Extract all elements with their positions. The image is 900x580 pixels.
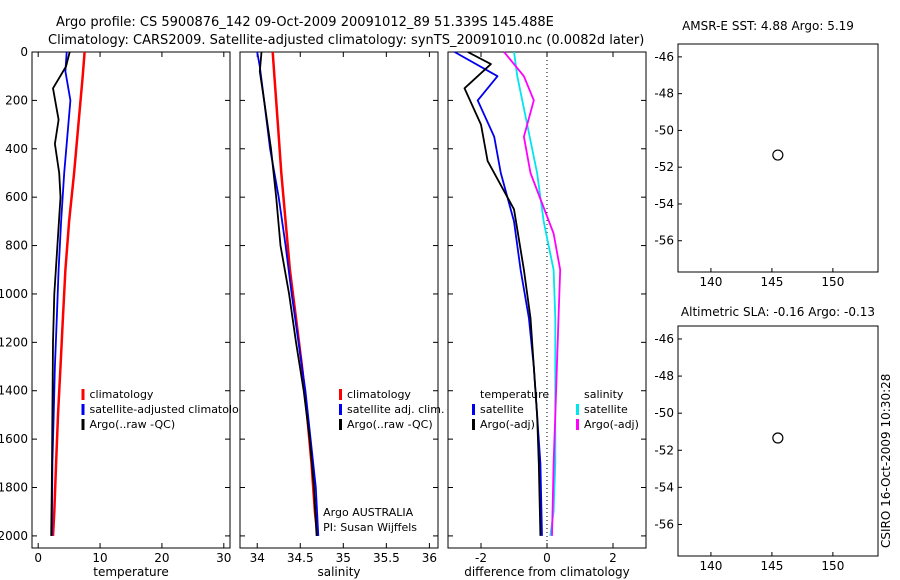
y-tick-label: 0 [20,45,28,59]
y-tick-label: 600 [5,190,28,204]
map-y-tick-label: -54 [654,480,674,494]
legend-group-title: temperature [480,388,549,401]
map-y-tick-label: -52 [654,443,674,457]
x-axis-label: difference from climatology [464,565,630,579]
map-x-tick-label: 140 [699,559,722,573]
x-tick-label: 35.5 [373,551,400,565]
legend-label: Argo(..raw -QC) [90,418,176,431]
y-tick-label: 1600 [0,432,28,446]
legend-label: climatology [90,388,154,401]
sst-map-frame [677,43,879,273]
legend-label: Argo(..raw -QC) [347,418,433,431]
legend-label: satellite-adjusted climatology [90,403,253,416]
x-tick-label: 35 [336,551,351,565]
y-tick-label: 1000 [0,287,28,301]
profile-panels: 0 10 20 30temperature0200400600800100012001… [0,45,647,579]
profile-panel-1: 0 10 20 30 temperature 0 200 400 600 800 1000 1200 1… [0,45,253,579]
sla-map-title: Altimetric SLA: -0.16 Argo: -0.13 [681,305,875,319]
series-line [258,51,318,536]
x-tick-label: 20 [154,551,169,565]
sst-map-title: AMSR-E SST: 4.88 Argo: 5.19 [682,19,854,33]
y-tick-label: 400 [5,142,28,156]
legend-swatch [576,419,579,430]
y-tick-label: 1400 [0,384,28,398]
x-tick-label: 36 [422,551,437,565]
series-line [51,51,86,536]
map-y-tick-label: -48 [654,87,674,101]
map-x-tick-label: 145 [760,559,783,573]
legend-swatch [339,389,342,400]
sst-map-panel: AMSR-E SST: 4.88 Argo: 5.19 140 145 150 -46… [654,19,879,289]
legend-swatch [339,419,342,430]
legend-swatch [81,419,85,430]
footer-credit: CSIRO 16-Oct-2009 10:30:28 [879,374,893,548]
legend-group-title: salinity [584,388,624,401]
legend-label: satellite [584,403,628,416]
series-line [503,51,562,536]
map-x-tick-label: 150 [821,275,844,289]
sla-map-axes: 140 145 150 -46 -48 -50 -52 -54 -56 [654,332,844,573]
sla-map-frame [677,325,879,557]
legend-label: satellite [480,403,524,416]
map-y-tick-label: -50 [654,123,674,137]
header-line-1: Argo profile: CS 5900876_142 09-Oct-2009… [56,15,554,30]
x-tick-label: 0 [34,551,42,565]
map-x-tick-label: 140 [699,275,722,289]
series-line [50,51,71,536]
map-y-tick-label: -54 [654,197,674,211]
map-y-tick-label: -46 [654,50,674,64]
x-tick-label: 10 [92,551,107,565]
annotation-text: PI: Susan Wijffels [323,521,417,534]
plot-frame [239,51,439,549]
map-y-tick-label: -50 [654,406,674,420]
map-y-tick-label: -48 [654,369,674,383]
legend-label: climatology [347,388,411,401]
sla-argo-marker [772,432,784,444]
legend-label: Argo(-adj) [584,418,639,431]
y-tick-label: 1200 [0,335,28,349]
series-line [463,51,542,536]
x-tick-label: 30 [216,551,231,565]
sla-map-panel: Altimetric SLA: -0.16 Argo: -0.13 140 145… [654,305,879,573]
legend-swatch [339,404,342,415]
legend-swatch [472,419,475,430]
map-y-tick-label: -56 [654,234,674,248]
header-line-2: Climatology: CARS2009. Satellite-adjuste… [48,33,644,48]
sst-map-axes: 140 145 150 -46 -48 -50 -52 -54 -56 [654,50,844,289]
legend-label: Argo(-adj) [480,418,535,431]
x-tick-label: -2 [475,551,487,565]
y-tick-label: 1800 [0,481,28,495]
y-tick-label: 200 [5,93,28,107]
series-line [50,51,72,536]
x-axis-label: temperature [93,565,168,579]
legend-swatch [576,404,579,415]
map-y-tick-label: -52 [654,160,674,174]
legend-swatch [81,404,85,415]
x-axis-label: salinity [317,565,360,579]
map-x-tick-label: 145 [760,275,783,289]
profile-panel-2: 34 34.5 35 35.5 36 salinity climatology satelli… [239,51,444,579]
annotation-text: Argo AUSTRALIA [323,506,413,519]
plot-frame [31,51,231,549]
map-y-tick-label: -56 [654,517,674,531]
x-tick-label: 2 [609,551,617,565]
map-x-tick-label: 150 [821,559,844,573]
y-tick-label: 800 [5,239,28,253]
legend-swatch [472,404,475,415]
y-tick-label: 2000 [0,529,28,543]
x-tick-label: 34.5 [287,551,314,565]
legend-swatch [81,389,85,400]
x-tick-label: 34 [250,551,265,565]
map-y-tick-label: -46 [654,332,674,346]
sst-argo-marker [772,149,784,161]
legend-label: satellite adj. clim. [347,403,444,416]
x-tick-label: 0 [543,551,551,565]
series-line [513,51,557,537]
